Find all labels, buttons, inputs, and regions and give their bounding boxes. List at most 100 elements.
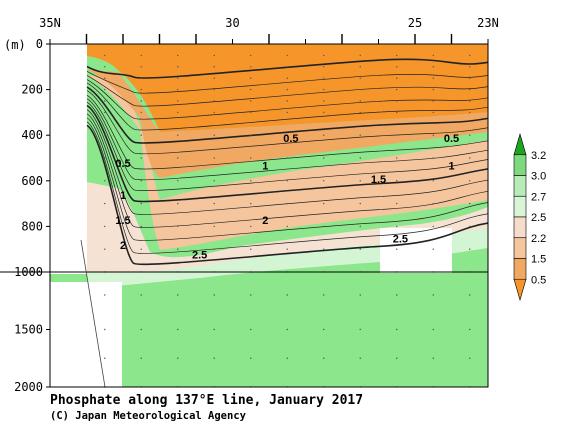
- contour-line: [86, 124, 489, 266]
- y-tick-label: 400: [21, 128, 43, 142]
- sample-dot: [359, 294, 361, 296]
- colorbar-label: 0.5: [531, 274, 546, 286]
- contour-label: 0.5: [115, 158, 130, 170]
- contour-line: [86, 75, 489, 107]
- sample-dot: [104, 77, 106, 79]
- sample-dot: [286, 180, 288, 182]
- contour-label: 2: [120, 240, 126, 252]
- sample-dot: [104, 180, 106, 182]
- sample-dot: [359, 77, 361, 79]
- colorbar-swatch: [513, 278, 527, 302]
- surface-orange-fill: [87, 44, 488, 132]
- sample-dot: [432, 134, 434, 136]
- sample-dot: [177, 157, 179, 159]
- y-tick-label: 200: [21, 83, 43, 97]
- sample-dot: [469, 157, 471, 159]
- sample-dot: [359, 202, 361, 205]
- sample-dot: [213, 157, 215, 159]
- sample-dot: [140, 357, 142, 359]
- sample-dot: [432, 202, 434, 205]
- colorbar-label: 3.0: [531, 171, 546, 183]
- sample-dot: [104, 111, 106, 114]
- sample-dot: [104, 88, 106, 91]
- sample-dot: [396, 134, 398, 136]
- y-tick-label: 0: [36, 37, 43, 51]
- sample-dot: [213, 225, 215, 228]
- sample-dot: [432, 54, 434, 57]
- sample-dot: [250, 202, 252, 205]
- sample-dot: [396, 248, 398, 250]
- y-axis: 0 200 400 600 800 1000 1500 2000: [14, 37, 50, 394]
- sample-dot: [469, 328, 471, 331]
- colorbar-label: 3.2: [531, 150, 546, 162]
- colorbar-swatch: [513, 216, 527, 239]
- sample-dot: [432, 100, 434, 102]
- sample-dot: [140, 180, 142, 182]
- sample-dot: [359, 88, 361, 91]
- sample-dot: [359, 157, 361, 159]
- contour-line: [86, 104, 489, 203]
- sample-dot: [396, 180, 398, 182]
- sample-dot: [469, 202, 471, 205]
- sample-dot: [469, 88, 471, 91]
- sample-dot: [323, 225, 325, 228]
- sample-dot: [140, 202, 142, 205]
- sample-dot: [323, 202, 325, 205]
- sample-dot: [140, 294, 142, 296]
- sample-dot: [323, 100, 325, 102]
- chart-title: Phosphate along 137°E line, January 2017: [50, 393, 363, 408]
- colorbar-swatch: [513, 195, 527, 218]
- sample-dot: [286, 294, 288, 296]
- contour-line: [86, 94, 489, 170]
- sample-dot: [104, 134, 106, 136]
- sample-dot: [323, 54, 325, 57]
- sample-dot: [469, 248, 471, 250]
- sample-dot: [213, 88, 215, 91]
- sample-dot: [104, 66, 106, 68]
- blank-lower-region: [50, 282, 122, 387]
- sample-dot: [213, 357, 215, 359]
- x-tick-label: 25: [408, 16, 422, 30]
- contour-label: 0.5: [283, 133, 298, 145]
- sample-dot: [359, 180, 361, 182]
- x-tick-label: 30: [225, 16, 239, 30]
- sample-dot: [140, 77, 142, 79]
- sample-dot: [177, 66, 179, 68]
- sample-dot: [213, 134, 215, 136]
- sample-dot: [286, 111, 288, 114]
- sample-dot: [396, 100, 398, 102]
- sample-dot: [396, 157, 398, 159]
- sample-dot: [104, 202, 106, 205]
- sample-dot: [286, 88, 288, 91]
- x-tick-label: 35N: [39, 16, 61, 30]
- sample-dot: [104, 100, 106, 102]
- sample-dot: [213, 54, 215, 57]
- sample-dot: [177, 111, 179, 114]
- sample-dot: [213, 77, 215, 79]
- sample-dot: [359, 111, 361, 114]
- sample-dot: [213, 180, 215, 182]
- sample-dot: [140, 111, 142, 114]
- sample-dot: [469, 357, 471, 359]
- contour-label: 1: [262, 160, 268, 172]
- sample-dot: [177, 54, 179, 57]
- colorbar-swatch: [513, 258, 527, 280]
- sample-dot: [250, 180, 252, 182]
- contour-label: 2.5: [393, 233, 408, 245]
- sample-dot: [396, 328, 398, 331]
- sample-dot: [396, 66, 398, 68]
- contour-label: 1.5: [371, 174, 386, 186]
- sample-dot: [359, 66, 361, 68]
- sample-dot: [469, 54, 471, 57]
- sample-dot: [140, 100, 142, 102]
- sample-dot: [213, 202, 215, 205]
- sample-dot: [140, 328, 142, 331]
- contour-line: [86, 117, 489, 241]
- sample-dot: [432, 157, 434, 159]
- sample-dot: [140, 134, 142, 136]
- sample-dot: [286, 157, 288, 159]
- sample-dot: [359, 134, 361, 136]
- sample-dot: [323, 88, 325, 91]
- colorbar-swatch: [513, 237, 527, 259]
- sample-dot: [213, 328, 215, 331]
